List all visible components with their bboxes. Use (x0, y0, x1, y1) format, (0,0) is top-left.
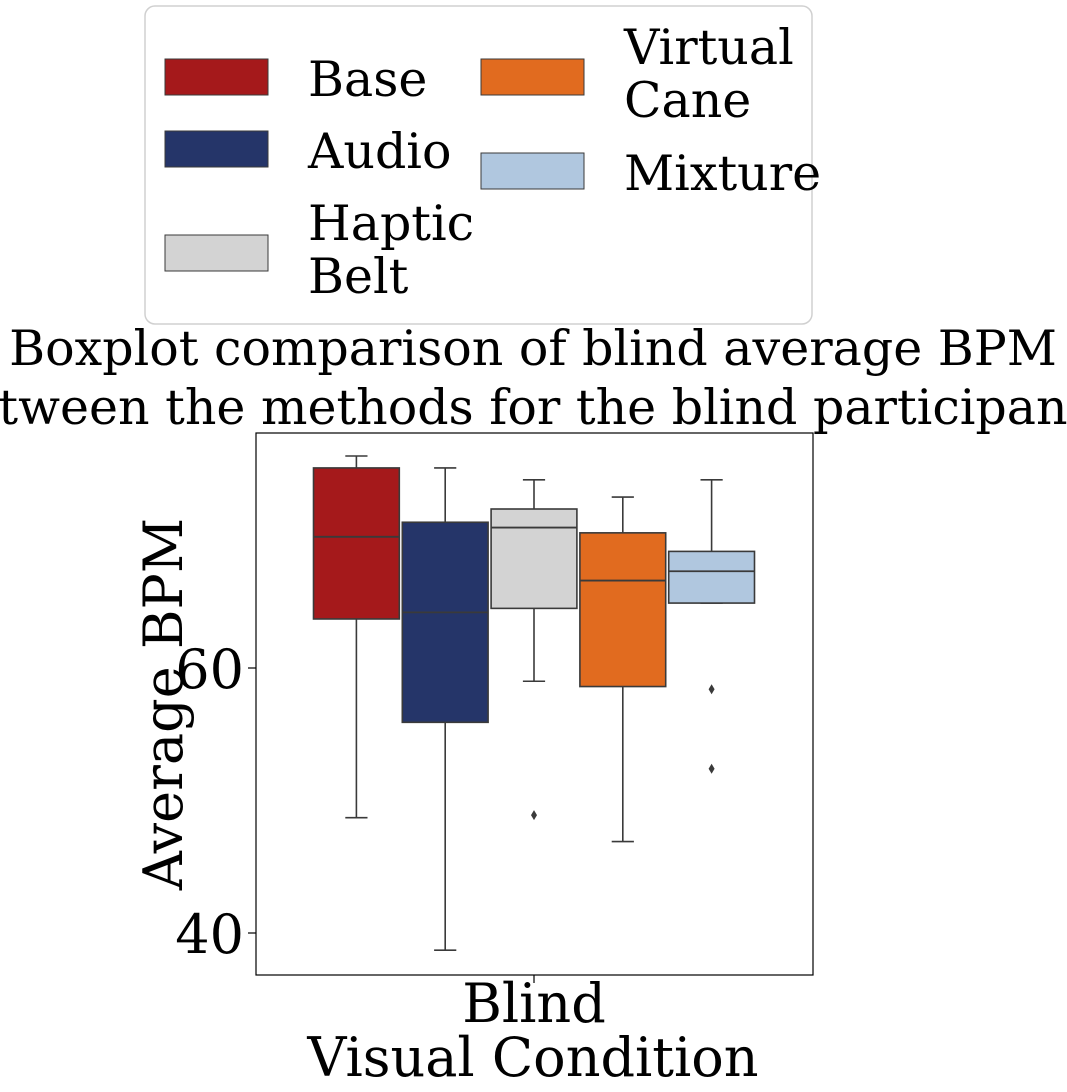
legend-label-haptic-belt-line-1: Haptic (308, 195, 474, 252)
legend-label-base: Base (308, 51, 427, 108)
legend-label-virtual-cane-line-1: Virtual (623, 19, 794, 76)
x-axis-label: Visual Condition (306, 1026, 758, 1089)
legend-swatch-base (164, 58, 269, 96)
y-axis-label: Average BPM (132, 518, 195, 891)
x-tick-label-blind: Blind (462, 972, 606, 1035)
legend-swatch-virtual-cane (480, 58, 585, 96)
box-base (312, 455, 401, 819)
box-audio (401, 467, 489, 952)
legend-item-mixture: Mixture (480, 145, 821, 202)
box-haptic-belt (490, 479, 578, 821)
box-iqr-virtual-cane (579, 532, 667, 688)
box-iqr-haptic-belt (490, 508, 578, 610)
legend-label-audio: Audio (307, 123, 451, 180)
outlier-haptic-belt-1 (531, 810, 537, 821)
chart-title-line-2: between the methods for the blind partic… (0, 379, 1067, 436)
box-iqr-audio (401, 521, 489, 724)
legend-item-audio: Audio (164, 123, 451, 180)
box-iqr-base (312, 467, 401, 620)
legend-label-virtual-cane-line-2: Cane (624, 72, 751, 129)
legend-label-haptic-belt-line-2: Belt (308, 248, 409, 305)
outlier-mixture-2 (708, 763, 715, 774)
legend-item-base: Base (164, 51, 427, 108)
legend-swatch-mixture (480, 152, 585, 190)
y-tick-label-40: 40 (175, 903, 244, 966)
box-mixture (667, 479, 756, 774)
legend-label-mixture: Mixture (624, 145, 821, 202)
box-virtual-cane (579, 496, 667, 843)
chart-title-line-1: Boxplot comparison of blind average BPM (9, 320, 1057, 377)
y-tick-label-60: 60 (175, 638, 244, 701)
legend-swatch-haptic-belt (164, 234, 269, 272)
legend-swatch-audio (164, 130, 269, 168)
plot-area: 40 60 Blind (175, 432, 814, 1035)
box-iqr-mixture (667, 550, 756, 604)
legend-frame (144, 5, 813, 325)
outlier-mixture-1 (708, 684, 715, 695)
